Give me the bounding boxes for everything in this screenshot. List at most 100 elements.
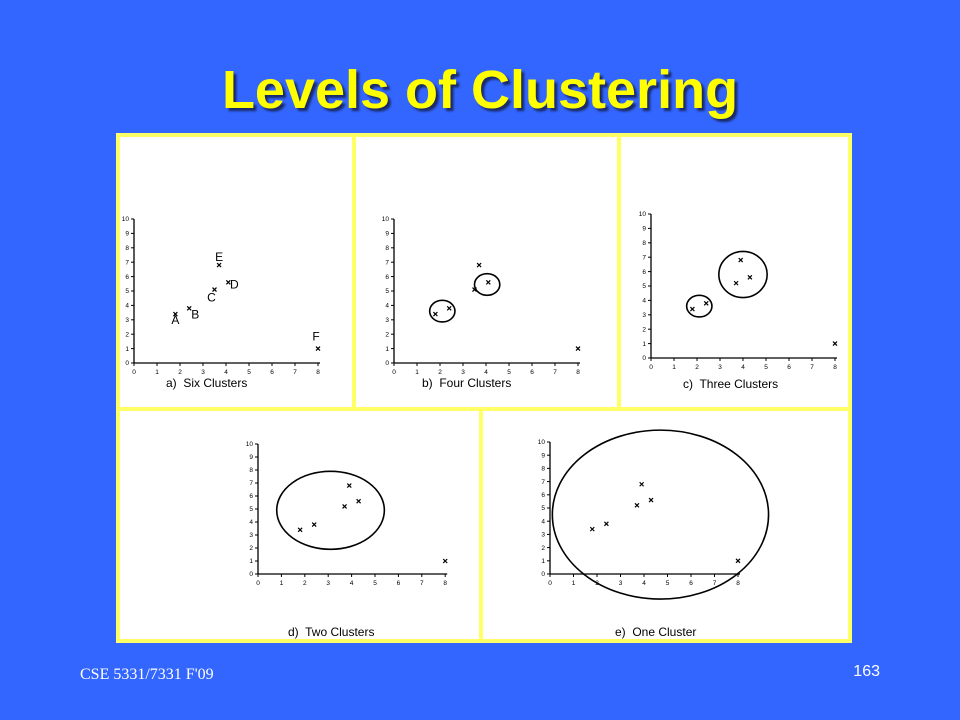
- point-mark: [747, 274, 753, 280]
- x-tick-label: 1: [280, 580, 284, 587]
- y-tick-label: 9: [249, 454, 253, 461]
- data-point: [639, 481, 645, 487]
- y-tick-label: 5: [642, 283, 646, 290]
- x-tick-label: 7: [420, 580, 424, 587]
- data-point: [356, 498, 362, 504]
- point-mark: [733, 280, 739, 286]
- y-tick-label: 6: [541, 492, 545, 499]
- panel-caption: b) Four Clusters: [422, 376, 511, 390]
- point-label: E: [215, 250, 223, 264]
- y-tick-label: 2: [125, 331, 129, 338]
- y-tick-label: 6: [125, 274, 129, 281]
- x-tick-label: 7: [810, 364, 814, 371]
- data-point: [603, 521, 609, 527]
- x-tick-label: 6: [397, 580, 401, 587]
- x-tick-label: 4: [484, 369, 488, 376]
- panel-divider: [479, 411, 483, 639]
- x-tick-label: 2: [178, 369, 182, 376]
- panel-one-cluster: 0 1 2 3 4 5 6 7 8 0 1 2 3 4 5 6 7 8 9 10 e) One Cluster: [483, 411, 848, 639]
- point-mark: [172, 311, 178, 317]
- point-mark: [297, 527, 303, 533]
- x-tick-label: 7: [713, 580, 717, 587]
- y-tick-label: 7: [385, 259, 389, 266]
- point-mark: [485, 279, 491, 285]
- data-point: [472, 287, 477, 292]
- data-point: [212, 287, 217, 292]
- point-mark: [446, 305, 452, 311]
- x-tick-label: 4: [350, 580, 354, 587]
- data-point: [589, 526, 595, 532]
- point-mark: [689, 306, 695, 312]
- data-point: [476, 262, 482, 268]
- y-tick-label: 4: [642, 298, 646, 305]
- x-tick-label: 5: [666, 580, 670, 587]
- point-mark: [703, 300, 709, 306]
- x-tick-label: 8: [576, 369, 580, 376]
- x-tick-label: 4: [224, 369, 228, 376]
- point-mark: [476, 262, 482, 268]
- point-mark: [186, 305, 192, 311]
- scatter-plot: 0 1 2 3 4 5 6 7 8 0 1 2 3 4 5 6 7 8 9 10 d) Two Clusters: [246, 441, 448, 639]
- point-mark: [738, 257, 744, 263]
- point-label: F: [312, 330, 319, 344]
- point-mark: [832, 341, 838, 347]
- x-tick-label: 2: [303, 580, 307, 587]
- y-tick-label: 6: [642, 269, 646, 276]
- point-mark: [589, 526, 595, 532]
- data-point: [738, 257, 744, 263]
- panel-four-clusters: 0 1 2 3 4 5 6 7 8 0 1 2 3 4 5 6 7 8 9 10 b) Four Clusters: [356, 137, 617, 407]
- data-point: [689, 306, 695, 312]
- data-point: [186, 305, 192, 311]
- y-tick-label: 0: [541, 571, 545, 578]
- y-tick-label: 1: [125, 346, 129, 353]
- y-tick-label: 3: [249, 532, 253, 539]
- y-tick-label: 3: [541, 532, 545, 539]
- x-tick-label: 4: [642, 580, 646, 587]
- panel-caption: e) One Cluster: [615, 625, 696, 639]
- x-tick-label: 0: [256, 580, 260, 587]
- point-mark: [225, 279, 231, 285]
- data-point: [216, 262, 222, 268]
- cluster-ellipse: [718, 250, 768, 299]
- y-tick-label: 7: [125, 259, 129, 266]
- y-tick-label: 8: [249, 467, 253, 474]
- data-point: [648, 497, 654, 503]
- data-point: [346, 483, 352, 489]
- point-mark: [472, 287, 477, 292]
- x-tick-label: 5: [507, 369, 511, 376]
- panel-three-clusters: 0 1 2 3 4 5 6 7 8 0 1 2 3 4 5 6 7 8 9 10 c) Three Clusters: [621, 137, 848, 407]
- y-tick-label: 10: [122, 216, 130, 223]
- x-tick-label: 3: [326, 580, 330, 587]
- y-tick-label: 3: [125, 317, 129, 324]
- y-tick-label: 7: [249, 480, 253, 487]
- y-tick-label: 1: [385, 346, 389, 353]
- data-point: [315, 346, 321, 352]
- data-point: [442, 558, 448, 564]
- y-tick-label: 7: [541, 479, 545, 486]
- x-tick-label: 0: [392, 369, 396, 376]
- data-point: [485, 279, 491, 285]
- point-label: B: [191, 307, 199, 321]
- panel-caption: c) Three Clusters: [683, 377, 778, 391]
- data-point: [733, 280, 739, 286]
- x-tick-label: 3: [201, 369, 205, 376]
- x-tick-label: 1: [415, 369, 419, 376]
- point-mark: [639, 481, 645, 487]
- x-tick-label: 3: [461, 369, 465, 376]
- data-point: [634, 502, 640, 508]
- cluster-ellipse: [551, 429, 770, 600]
- x-tick-label: 1: [572, 580, 576, 587]
- point-label: A: [171, 313, 179, 327]
- x-tick-label: 5: [247, 369, 251, 376]
- y-tick-label: 4: [125, 303, 129, 310]
- point-label: C: [207, 291, 216, 305]
- y-tick-label: 9: [541, 452, 545, 459]
- x-tick-label: 8: [316, 369, 320, 376]
- x-tick-label: 0: [548, 580, 552, 587]
- x-tick-label: 0: [649, 364, 653, 371]
- x-tick-label: 3: [718, 364, 722, 371]
- y-tick-label: 9: [385, 231, 389, 238]
